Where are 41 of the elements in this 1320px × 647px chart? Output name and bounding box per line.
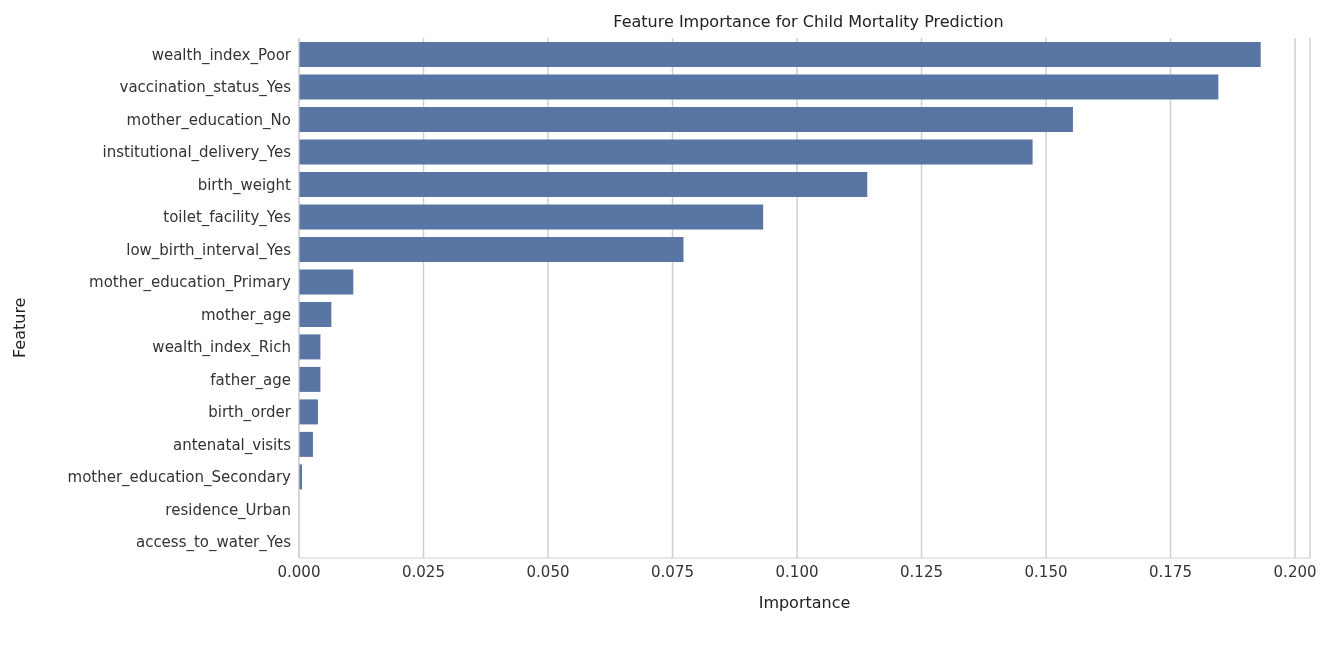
y-tick-label: mother_age <box>200 305 291 325</box>
x-tick-label: 0.150 <box>1024 562 1068 581</box>
x-tick-label: 0.100 <box>775 562 819 581</box>
y-tick-label: institutional_delivery_Yes <box>102 143 292 163</box>
bar <box>299 334 321 360</box>
y-tick-label: birth_order <box>208 403 292 423</box>
x-tick-label: 0.175 <box>1149 562 1193 581</box>
chart-title: Feature Importance for Child Mortality Prediction <box>612 12 1005 31</box>
bar <box>299 431 313 457</box>
y-tick-label: wealth_index_Rich <box>152 338 291 358</box>
x-tick-label: 0.000 <box>277 562 321 581</box>
x-axis-title: Importance <box>758 593 851 612</box>
y-tick-label: access_to_water_Yes <box>135 533 292 553</box>
bar <box>299 236 684 262</box>
y-tick-label: mother_education_No <box>126 110 291 130</box>
bar <box>299 269 354 295</box>
bar <box>299 74 1219 100</box>
bar <box>299 366 321 392</box>
bar <box>299 204 764 230</box>
y-tick-label: antenatal_visits <box>173 435 292 455</box>
y-tick-label: birth_weight <box>197 175 292 195</box>
y-tick-label: residence_Urban <box>165 500 291 520</box>
y-tick-label: father_age <box>210 370 291 390</box>
x-tick-label: 0.125 <box>900 562 944 581</box>
x-tick-label: 0.050 <box>526 562 570 581</box>
bar <box>299 171 868 197</box>
x-tick-label: 0.075 <box>651 562 694 581</box>
y-tick-label: wealth_index_Poor <box>151 45 292 65</box>
y-tick-label: vaccination_status_Yes <box>119 78 292 98</box>
x-tick-label: 0.200 <box>1273 562 1317 581</box>
y-axis-title: Feature <box>10 297 29 358</box>
x-tick-label: 0.025 <box>402 562 445 581</box>
bar <box>299 41 1261 67</box>
bar <box>299 106 1073 132</box>
bar <box>299 399 318 425</box>
y-tick-label: mother_education_Primary <box>89 273 292 293</box>
y-tick-label: low_birth_interval_Yes <box>126 240 292 260</box>
y-tick-label: mother_education_Secondary <box>67 468 292 488</box>
bar <box>299 301 332 327</box>
y-tick-label: toilet_facility_Yes <box>163 208 292 228</box>
bar <box>299 139 1033 165</box>
